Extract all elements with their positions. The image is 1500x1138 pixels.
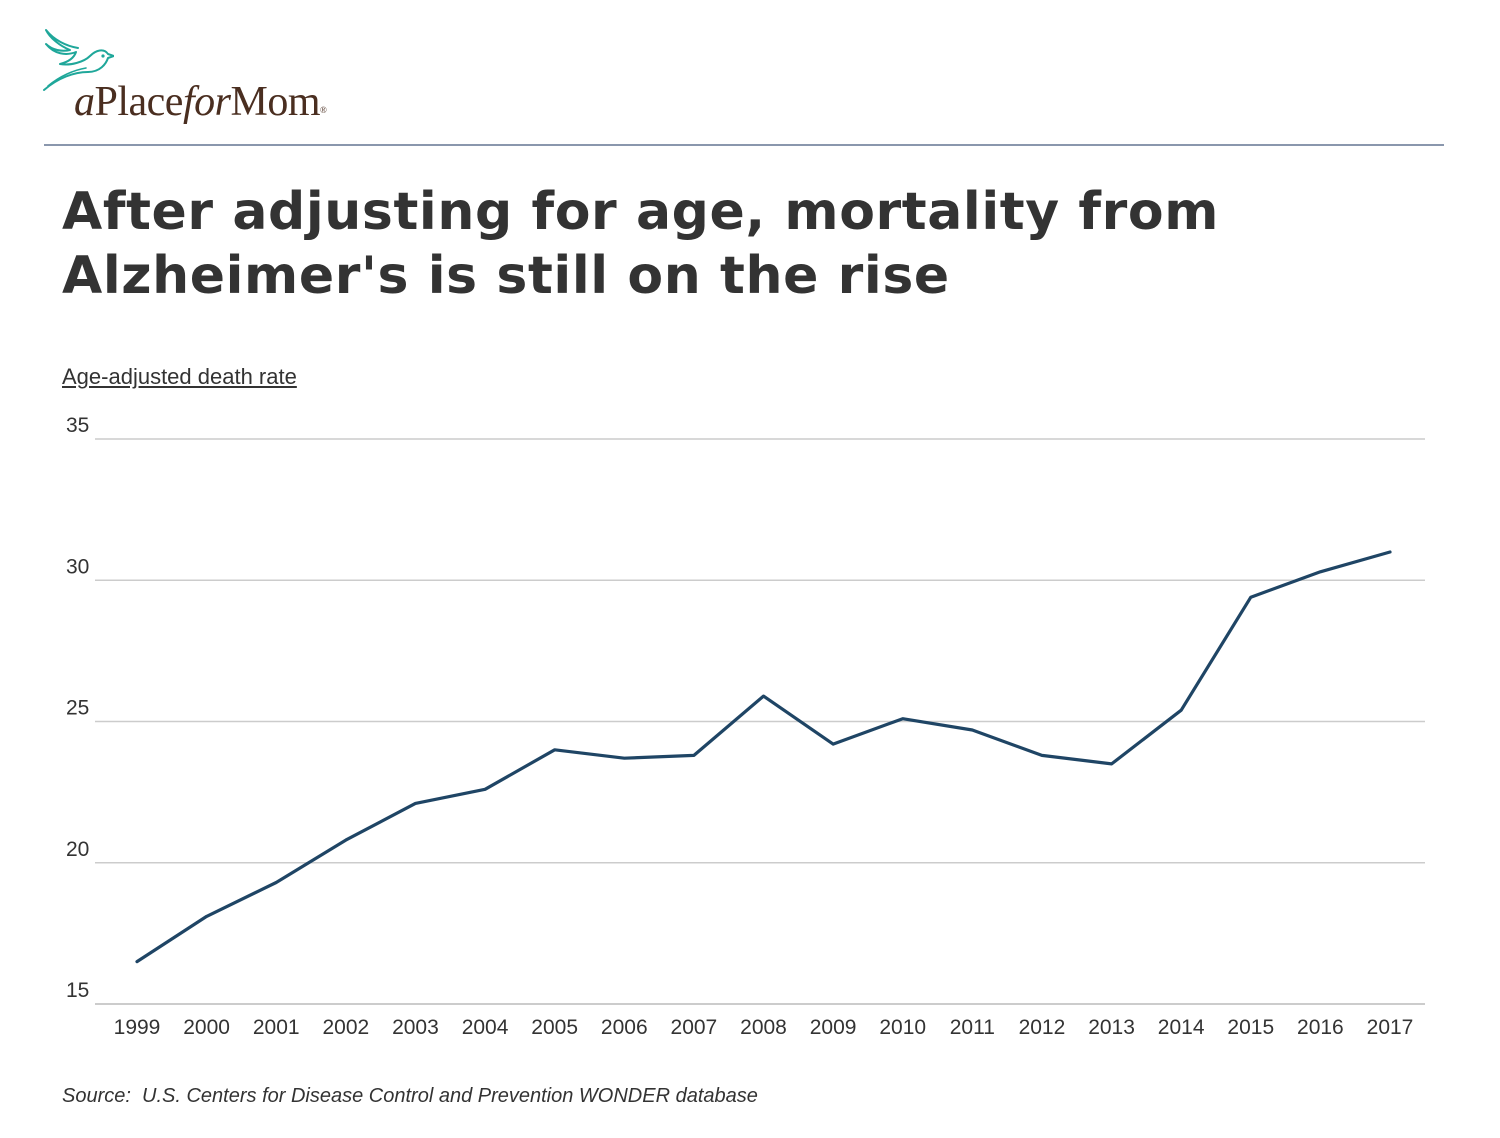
dove-icon [43,29,114,91]
x-tick-label: 2016 [1297,1016,1344,1039]
x-tick-label: 2009 [810,1016,857,1039]
x-tick-label: 2002 [322,1016,369,1039]
x-tick-label: 2010 [879,1016,926,1039]
y-tick-label: 25 [66,697,89,720]
x-tick-label: 2005 [531,1016,578,1039]
y-tick-labels: 15 20 25 30 35 [66,414,89,1002]
x-tick-label: 2006 [601,1016,648,1039]
brand-logo: aPlaceforMom® [40,28,360,136]
y-tick-label: 35 [66,414,89,437]
x-tick-label: 1999 [114,1016,161,1039]
series-layer [135,550,1392,964]
x-tick-label: 2001 [253,1016,300,1039]
data-points [137,552,1390,962]
x-tick-label: 2013 [1088,1016,1135,1039]
x-tick-label: 2015 [1227,1016,1274,1039]
x-tick-label: 2011 [950,1016,995,1039]
y-axis-label: Age-adjusted death rate [62,364,297,389]
x-tick-label: 2000 [183,1016,230,1039]
x-tick-label: 2007 [671,1016,718,1039]
x-tick-label: 2004 [462,1016,509,1039]
x-tick-labels: 1999 2000 2001 2002 2003 2004 2005 2006 2007 2008… [114,1016,1414,1039]
x-tick-label: 2014 [1158,1016,1205,1039]
y-tick-label: 30 [66,555,89,578]
x-tick-label: 2017 [1367,1016,1414,1039]
source-note: Source: U.S. Centers for Disease Control… [62,1085,758,1107]
x-tick-label: 2003 [392,1016,439,1039]
y-tick-label: 15 [66,979,89,1002]
chart-title: After adjusting for age, mortality from … [62,182,1219,306]
logo-wordmark: aPlaceforMom® [74,79,327,125]
y-tick-label: 20 [66,838,89,861]
x-tick-label: 2008 [740,1016,787,1039]
series-line-0 [135,550,1392,964]
header-divider [44,144,1444,146]
grid-lines [95,438,1425,1005]
x-tick-label: 2012 [1019,1016,1066,1039]
